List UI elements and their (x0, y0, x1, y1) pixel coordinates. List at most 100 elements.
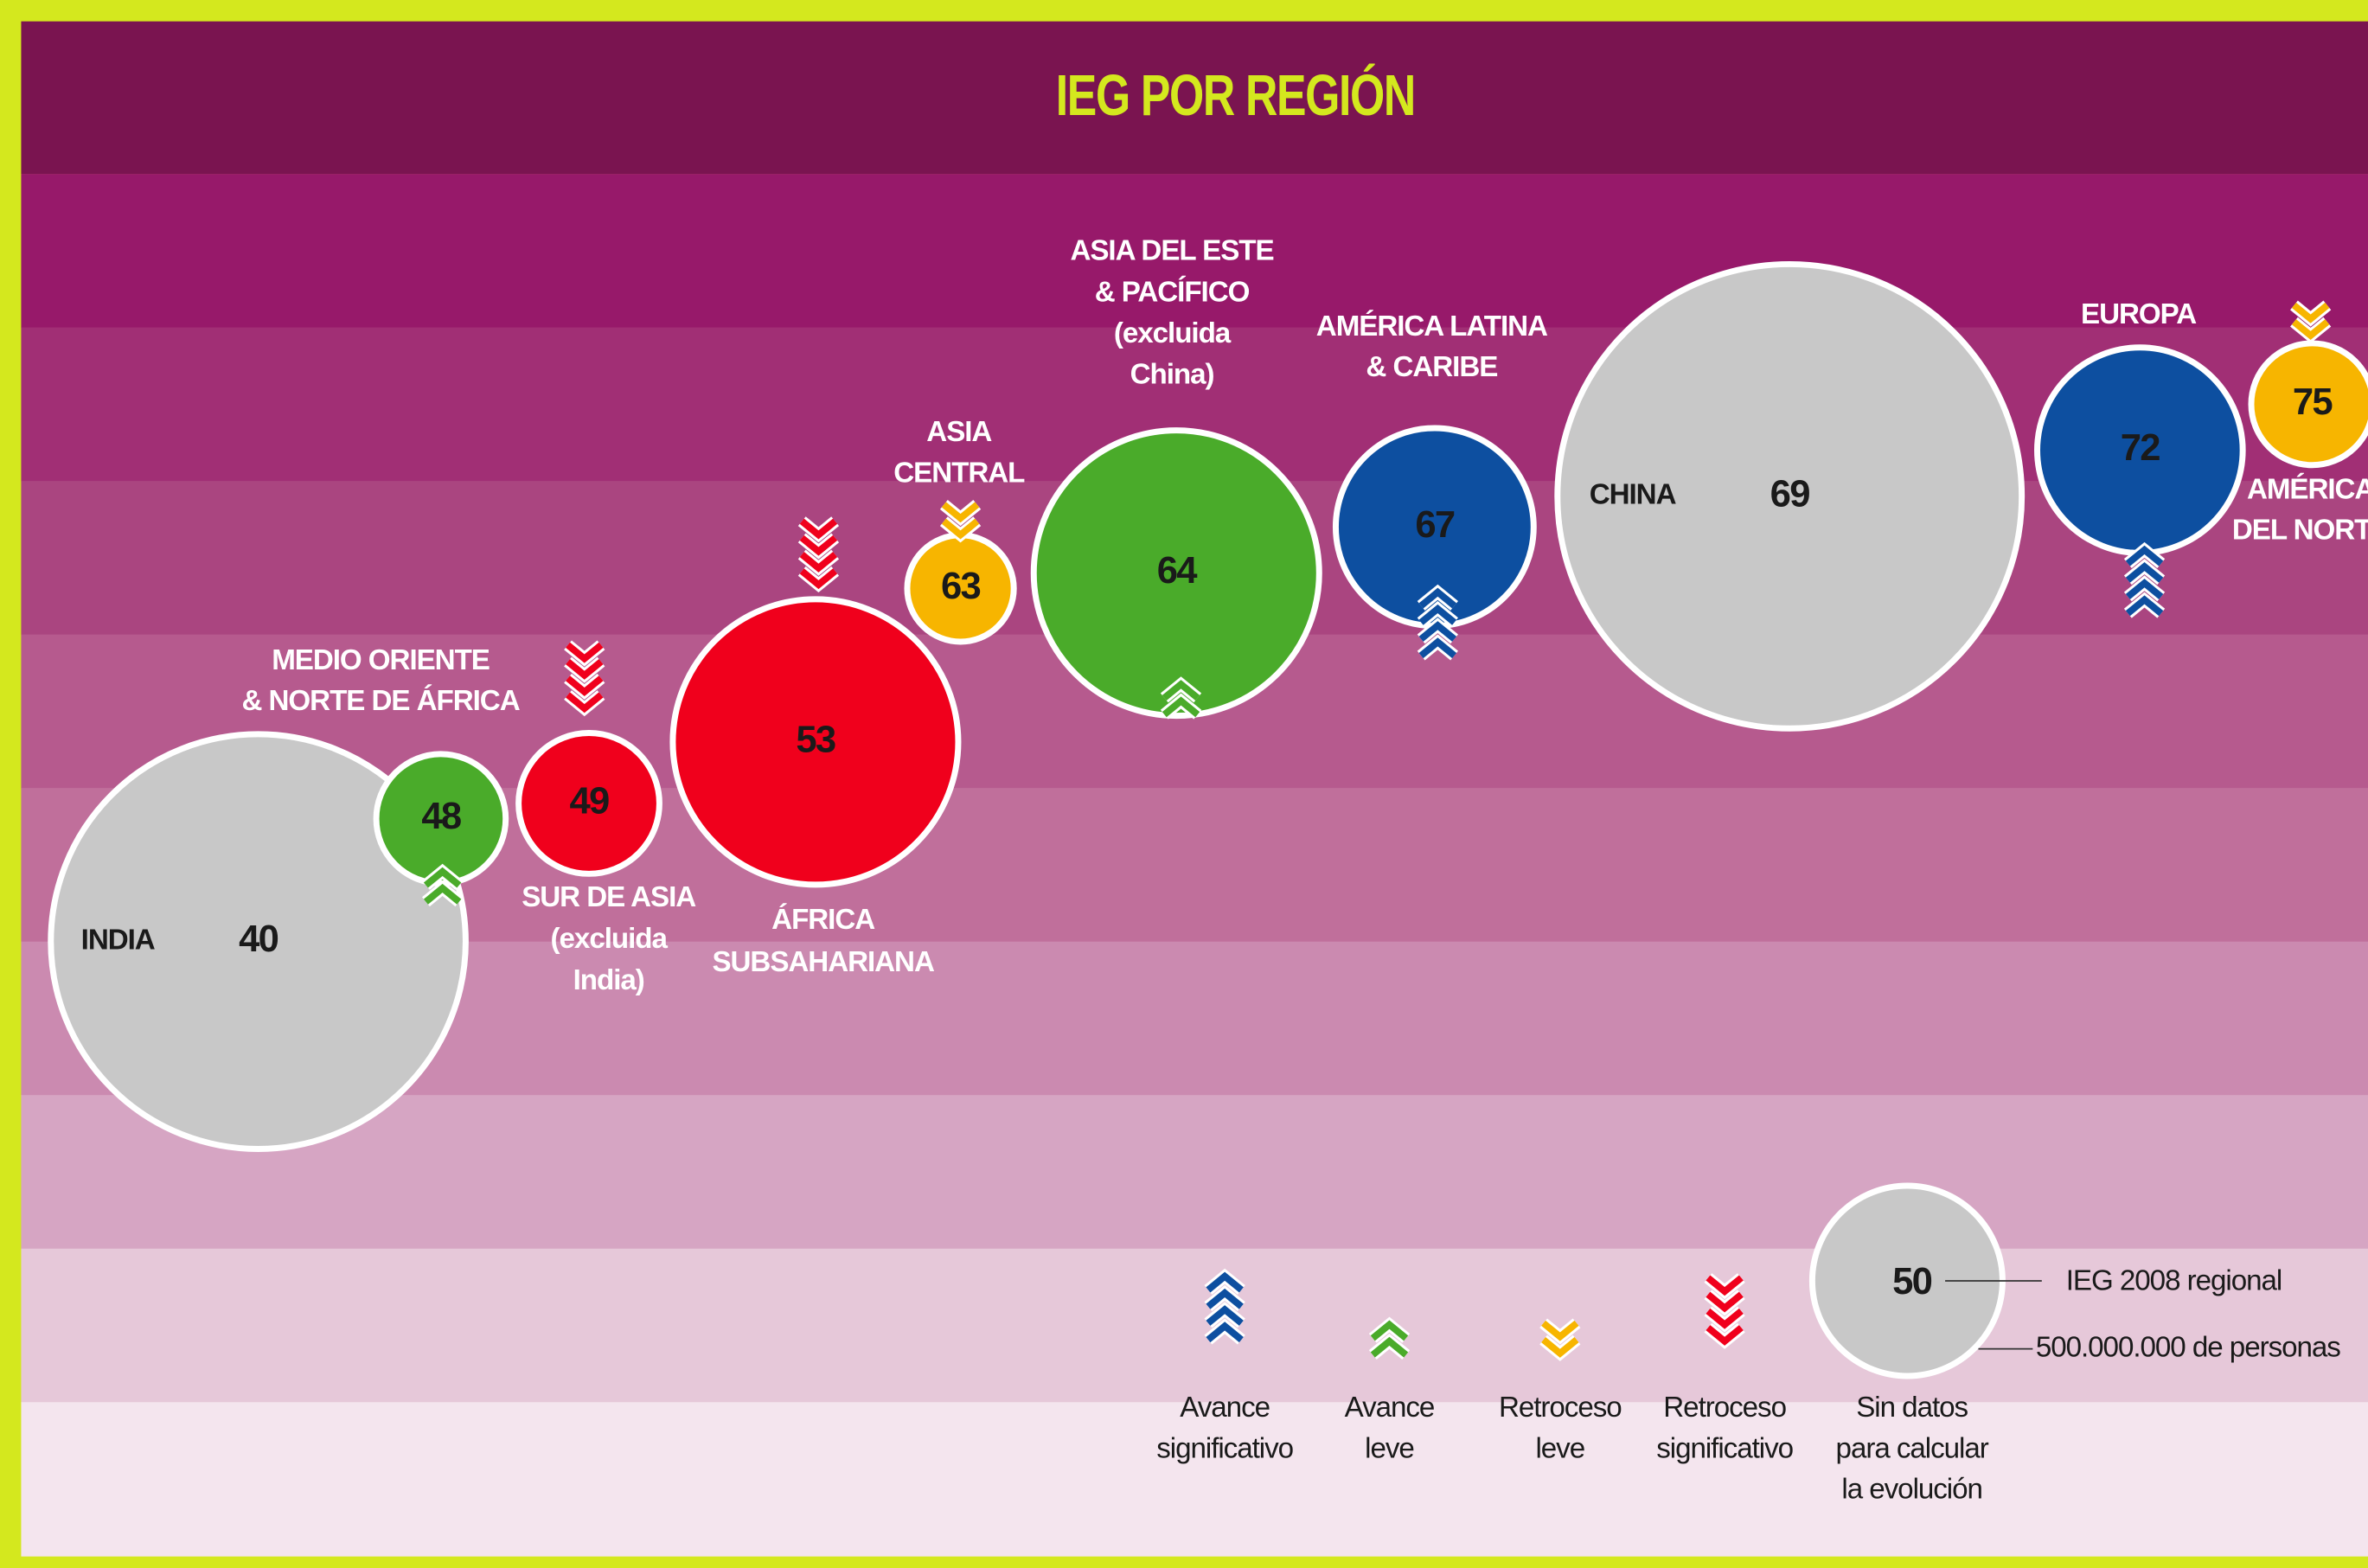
chevron (2125, 561, 2164, 583)
region-label: & PACÍFICO (1095, 275, 1250, 308)
band (21, 1248, 2368, 1404)
trend-icon (1417, 584, 1458, 661)
legend-label: leve (1365, 1432, 1414, 1464)
region-label: (excluida (1114, 317, 1232, 349)
region-label: & NORTE DE ÁFRICA (241, 684, 520, 717)
bubble (48, 731, 469, 1152)
bubble-value: 40 (239, 918, 278, 960)
region-label: SUBSAHARIANA (712, 946, 934, 978)
title-band (21, 21, 2368, 175)
bubble-value: 69 (1770, 472, 1810, 515)
trend-icon (2123, 541, 2166, 618)
trend-icon (797, 516, 840, 593)
band (21, 1095, 2368, 1250)
chevron (1418, 604, 1457, 625)
bubble-value: 53 (796, 718, 835, 760)
bubble (1554, 260, 2026, 732)
chevron (423, 867, 462, 888)
bubble-value: 67 (1415, 503, 1455, 546)
bubble (515, 730, 662, 877)
legend-label: leve (1535, 1432, 1584, 1464)
region-label: ASIA (926, 416, 992, 448)
chevron (566, 642, 604, 663)
reference-value-label: IEG 2008 regional (2066, 1265, 2282, 1297)
legend-label: Retroceso (1499, 1392, 1622, 1424)
bubble (2248, 340, 2368, 469)
chevron (1162, 696, 1200, 718)
bubble-value: 72 (2121, 426, 2160, 469)
chevron (799, 568, 838, 590)
legend-label: significativo (1156, 1432, 1293, 1464)
chevron (799, 552, 838, 573)
chevron (2125, 595, 2164, 617)
chevron (423, 883, 462, 905)
reference-value: 50 (1892, 1260, 1932, 1302)
chevron (1706, 1291, 1744, 1313)
chevron (1206, 1305, 1244, 1326)
chevron (941, 502, 980, 523)
chevron (1541, 1337, 1579, 1358)
chevron (566, 692, 604, 714)
chevron (1706, 1308, 1744, 1329)
region-label: China) (1130, 359, 1214, 391)
bubble-value: 63 (941, 565, 981, 607)
legend-label: la evolución (1841, 1473, 1982, 1505)
reference-size-label: 500.000.000 de personas (2036, 1331, 2340, 1363)
trend-icon (564, 640, 605, 717)
legend-label: para calcular (1836, 1432, 1989, 1464)
bubble-value: 75 (2293, 381, 2333, 423)
chevron (799, 518, 838, 540)
chevron (1370, 1320, 1409, 1341)
legend-label: Retroceso (1663, 1392, 1786, 1424)
chevron (1206, 1271, 1244, 1293)
chevron (2125, 579, 2164, 600)
trend-icon (2290, 300, 2332, 343)
region-label: AMÉRICA (2247, 473, 2368, 506)
region-label: INDIA (81, 924, 156, 956)
chevron (1418, 587, 1457, 609)
region-label: & CARIBE (1366, 351, 1497, 383)
bubble (1030, 427, 1322, 720)
chevron (1706, 1275, 1744, 1296)
chevron (566, 675, 604, 697)
chevron (2291, 319, 2330, 340)
chevron (1706, 1325, 1744, 1346)
region-label: CENTRAL (893, 457, 1025, 489)
chevron (799, 534, 838, 556)
chevron (2125, 545, 2164, 566)
region-label: EUROPA (2081, 298, 2197, 330)
region-label: ASIA DEL ESTE (1070, 235, 1273, 267)
chevron (1418, 621, 1457, 642)
region-label: DEL NORTE (2232, 515, 2368, 547)
bubble (669, 596, 962, 888)
legend-label: significativo (1656, 1432, 1793, 1464)
trend-icon (1368, 1316, 1411, 1360)
chevron (1418, 637, 1457, 659)
chevron (1370, 1336, 1409, 1358)
region-label: ÁFRICA (771, 903, 875, 936)
trend-icon (939, 500, 982, 543)
trend-icon (421, 863, 464, 907)
region-label: (excluida (551, 923, 669, 955)
legend-label: Avance (1180, 1392, 1270, 1424)
region-label: MEDIO ORIENTE (272, 644, 490, 676)
chevron (941, 518, 980, 540)
region-label: CHINA (1590, 479, 1677, 511)
chevron (566, 659, 604, 680)
chart-title: IEG POR REGIÓN (1056, 63, 1415, 128)
region-label: SUR DE ASIA (522, 881, 696, 913)
chevron (1162, 680, 1200, 701)
band (21, 174, 2368, 329)
region-label: AMÉRICA LATINA (1316, 310, 1548, 342)
legend-label: Sin datos (1856, 1392, 1968, 1424)
chevron (1541, 1320, 1579, 1341)
bubble-value: 49 (569, 779, 609, 822)
chevron (1206, 1322, 1244, 1343)
bubble-value: 64 (1157, 549, 1199, 592)
band (21, 1402, 2368, 1557)
trend-icon (1204, 1268, 1245, 1345)
region-label: India) (573, 964, 644, 996)
bubble-value: 48 (421, 795, 461, 837)
